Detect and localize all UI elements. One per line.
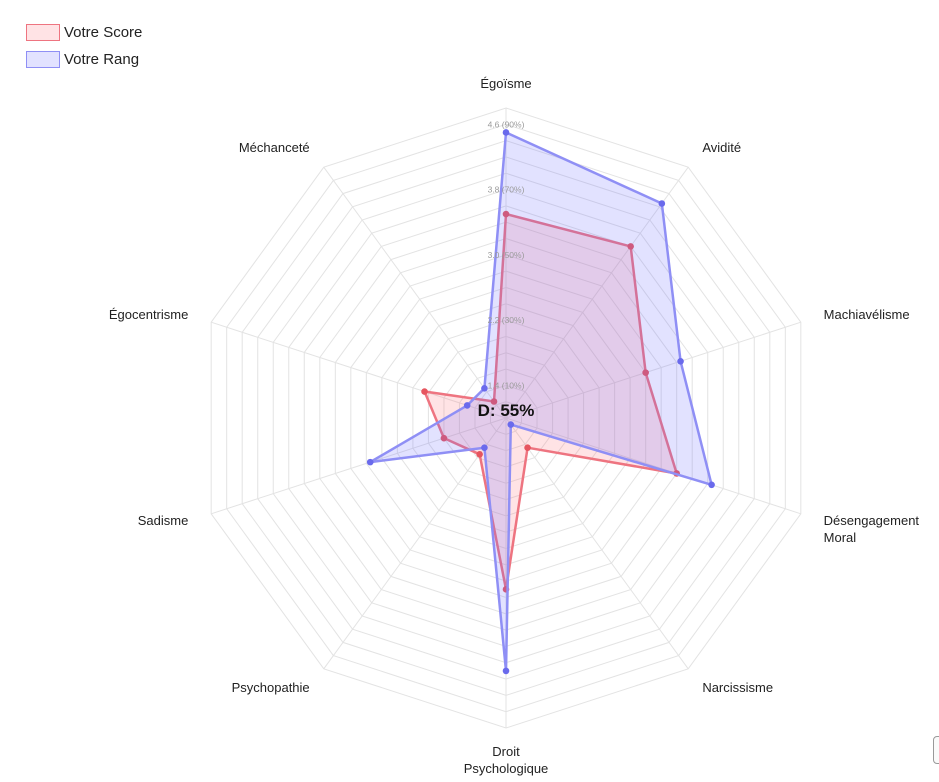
grid-spoke [211,417,507,515]
legend-label-score: Votre Score [64,24,143,41]
data-point-score [421,388,428,395]
tick-label: 3.0 (50%) [488,250,525,260]
grid-spoke [505,417,689,670]
data-point-rank [481,444,488,451]
scroll-handle[interactable] [933,736,939,764]
data-point-rank [507,421,515,428]
data-point-rank [481,385,488,392]
data-point-rank [708,481,715,489]
data-point-rank [366,458,374,466]
legend-swatch-rank [26,51,60,68]
legend-swatch-score [26,24,60,41]
chart-legend: Votre Score Votre Rang [26,19,142,73]
axis-label: Psychopathie [232,680,310,695]
data-point-rank [502,129,510,136]
axis-label: Droit Psychologique [464,744,549,776]
axis-label: Égoïsme [480,76,531,91]
data-point-score [642,369,649,376]
axis-label: Sadisme [138,513,189,528]
data-point-rank [677,357,684,365]
grid-spoke [211,321,507,419]
data-point-score [490,398,498,405]
grid-spoke [505,321,801,419]
tick-label: 3.8 (70%) [488,185,525,195]
axis-label: Égocentrisme [109,307,188,322]
data-point-rank [502,667,510,675]
grid-spoke [505,166,689,419]
axis-label: Narcissisme [702,680,773,695]
legend-item-rank[interactable]: Votre Rang [26,46,142,73]
series-area-rank [368,131,713,673]
data-point-score [627,243,634,250]
tick-label: 4.6 (90%) [488,119,525,129]
data-point-score [440,434,448,442]
data-point-score [524,444,531,451]
axis-label: Désengagement Moral [824,513,920,545]
axis-label: Machiavélisme [824,307,910,322]
axis-label: Avidité [702,140,741,155]
center-label: D: 55% [478,401,535,420]
data-point-score [476,450,483,458]
grid-spoke [323,166,507,419]
grid-spoke [505,417,801,515]
legend-item-score[interactable]: Votre Score [26,19,142,46]
data-point-score [502,210,510,218]
axis-label: Méchanceté [239,140,310,155]
data-point-rank [463,402,471,409]
legend-label-rank: Votre Rang [64,51,140,68]
grid-spoke [323,417,507,670]
tick-label: 1.4 (10%) [488,380,525,390]
tick-label: 2.2 (30%) [488,315,525,325]
data-point-rank [658,200,666,207]
